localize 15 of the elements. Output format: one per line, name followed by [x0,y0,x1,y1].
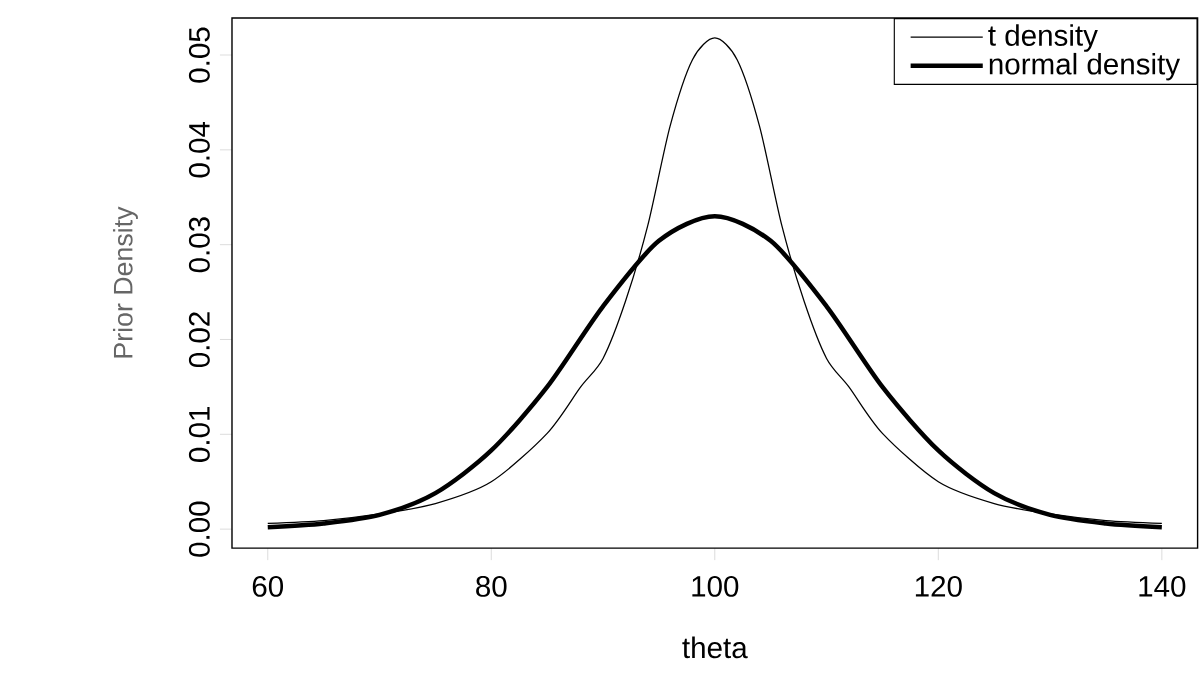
x-tick-label: 100 [692,575,739,597]
x-tick-label: 80 [476,575,507,597]
x-axis-title: theta [682,636,748,659]
legend-label: t density [988,24,1098,52]
y-tick-label: 0.01 [188,406,210,462]
y-tick-label: 0.03 [188,217,210,273]
y-axis-title: Prior Density [112,206,138,358]
y-tick-label: 0.00 [188,501,210,557]
y-tick-label: 0.04 [188,121,210,178]
legend-label: normal density [989,52,1181,81]
x-tick-label: 60 [252,575,284,597]
x-tick-label: 120 [915,575,962,597]
y-tick-label: 0.02 [188,312,210,368]
y-tick-label: 0.05 [188,27,210,83]
x-tick-label: 140 [1139,575,1186,597]
